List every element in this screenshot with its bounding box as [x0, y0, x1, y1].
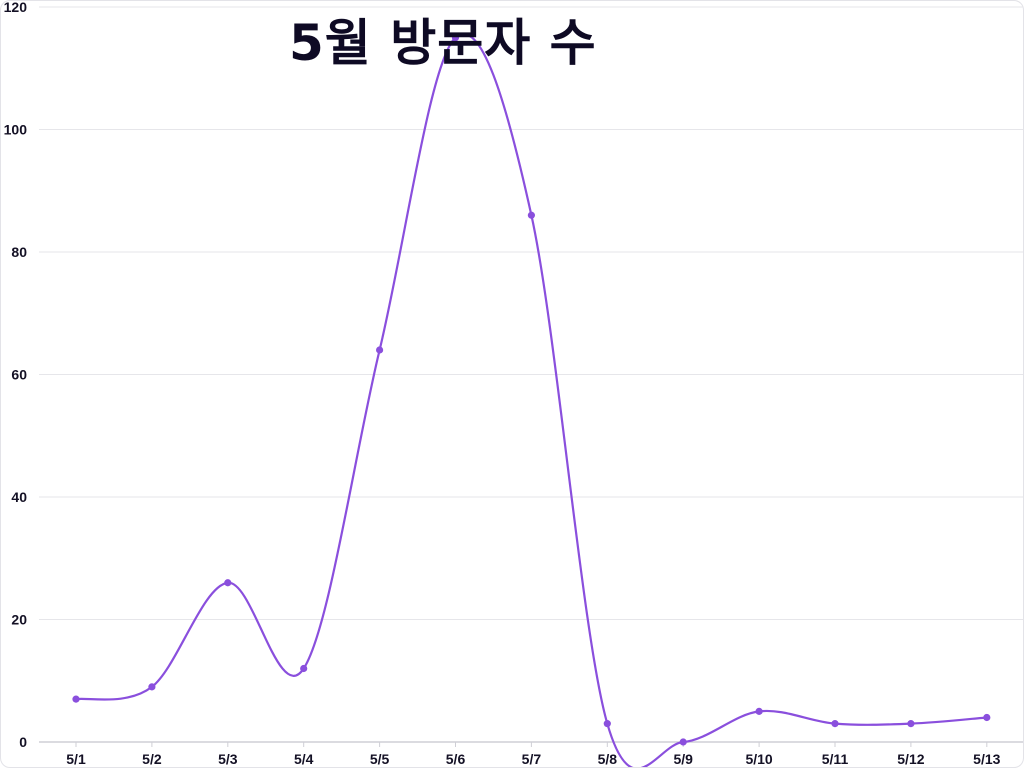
x-tick-label: 5/8 — [598, 751, 618, 767]
x-tick-label: 5/12 — [897, 751, 924, 767]
y-axis: 0 20 40 60 80 100 120 — [4, 1, 28, 750]
series-line — [74, 33, 988, 767]
x-tick-label: 5/3 — [218, 751, 238, 767]
x-tick-label: 5/10 — [745, 751, 772, 767]
data-point — [983, 713, 991, 722]
data-point — [224, 579, 232, 587]
chart-title: 5월 방문자 수 — [289, 14, 597, 72]
data-point — [148, 683, 156, 691]
y-tick-label: 80 — [11, 244, 27, 260]
data-point — [679, 738, 687, 746]
y-tick-label: 60 — [11, 367, 27, 383]
x-tick-label: 5/11 — [822, 751, 849, 767]
x-tick-label: 5/7 — [522, 751, 542, 767]
data-point — [831, 720, 839, 728]
x-tick-label: 5/13 — [973, 751, 1000, 767]
x-tick-label: 5/5 — [370, 751, 390, 767]
data-point — [907, 720, 915, 728]
data-point — [451, 34, 460, 42]
data-point — [300, 664, 308, 673]
y-tick-label: 100 — [4, 122, 28, 138]
series — [72, 33, 991, 767]
x-tick-label: 5/2 — [142, 751, 162, 767]
y-tick-label: 120 — [4, 1, 28, 15]
y-tick-label: 20 — [11, 612, 27, 628]
y-tick-label: 40 — [11, 489, 27, 505]
y-tick-label: 0 — [19, 734, 27, 750]
data-point — [72, 695, 80, 703]
x-tick-label: 5/1 — [66, 751, 86, 767]
x-tick-label: 5/4 — [294, 751, 314, 767]
data-point — [527, 211, 536, 219]
x-tick-label: 5/9 — [673, 751, 693, 767]
data-point — [603, 720, 611, 728]
data-point — [376, 346, 384, 354]
x-axis: 5/1 5/2 5/3 5/4 5/5 5/6 5/7 5/8 5/9 5/10 5/11 5/12 5… — [39, 741, 1023, 767]
grid-lines — [39, 6, 1023, 620]
data-point — [755, 707, 763, 715]
x-tick-label: 5/6 — [446, 751, 466, 767]
